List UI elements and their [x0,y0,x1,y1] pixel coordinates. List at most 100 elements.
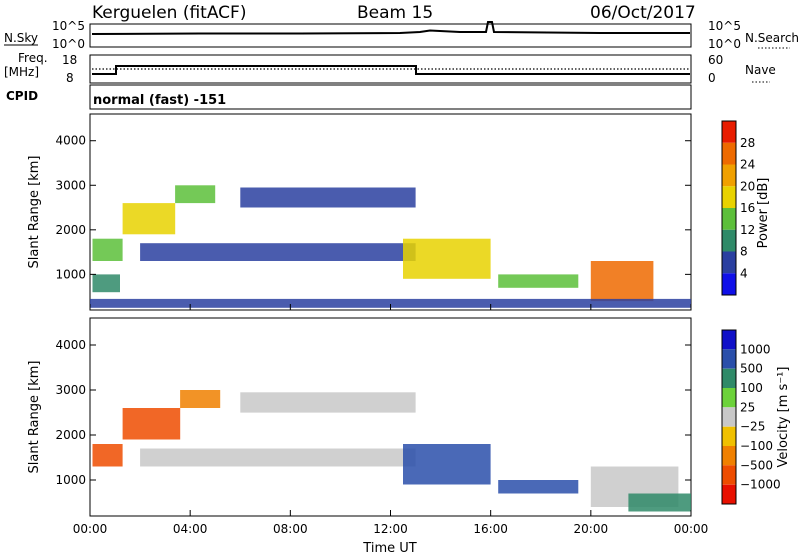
time-axis-label: Time UT [362,541,416,554]
power-colorbar: Power [dB] 28 24 20 16 12 8 4 [721,120,771,296]
velocity-colorbar: Velocity [m s⁻¹] 1000 500 100 25 −25 −100 −500… [721,329,791,505]
date-title: 06/Oct/2017 [590,3,696,23]
nave-tick-top: 60 [708,53,723,67]
noise-left-tick-bottom: 10^0 [52,37,85,51]
velocity-colorbar-tick: −1000 [740,478,781,492]
power-scatter-region [92,238,123,261]
power-colorbar-frame [721,120,737,296]
cpid-text: normal (fast) -151 [93,93,226,108]
power-ytick-label: 3000 [55,178,86,192]
power-scatter-region [403,238,491,279]
velocity-colorbar-tick: 500 [740,362,763,376]
power-colorbar-swatch [722,121,736,143]
nave-label: Nave [745,63,776,77]
freq-strip: Freq. [MHz] 18 8 60 0 Nave [4,51,776,85]
velocity-colorbar-tick: −100 [740,439,773,453]
nave-tick-bottom: 0 [708,71,716,85]
velocity-panel: 1000 2000 3000 4000 00:00 04:00 08:00 12:00 16:… [27,317,709,554]
power-colorbar-swatch [722,186,736,209]
noise-strip-frame [89,23,692,48]
power-ytick-label: 4000 [55,134,86,148]
power-colorbar-tick: 16 [740,201,755,215]
velocity-ytick-label: 4000 [55,338,86,352]
power-colorbar-label: Power [dB] [756,178,771,249]
velocity-xtick-label: 00:00 [73,522,108,536]
velocity-xtick-label: 00:00 [674,522,709,536]
freq-trace [92,65,690,75]
velocity-xtick-label: 20:00 [574,522,609,536]
power-data [90,185,691,308]
velocity-xtick-label: 16:00 [473,522,508,536]
power-x-axis [89,304,692,310]
velocity-scatter-region [498,480,579,494]
power-colorbar-swatch [722,229,736,252]
power-ytick-label: 2000 [55,223,86,237]
freq-label-line1: Freq. [18,51,48,65]
power-colorbar-tick: 4 [740,266,748,280]
power-scatter-region [175,185,216,204]
power-ytick-label: 1000 [55,267,86,281]
power-colorbar-swatch [722,164,736,187]
power-colorbar-swatch [722,273,736,296]
velocity-scatter-region [140,448,416,467]
velocity-y-axis: 1000 2000 3000 4000 [55,338,691,487]
noise-left-label: N.Sky [4,31,38,45]
velocity-ylabel: Slant Range [km] [27,361,42,474]
power-scatter-region [590,261,654,302]
velocity-scatter-region [240,392,416,413]
velocity-colorbar-swatch [722,388,736,408]
velocity-colorbar-swatch [722,426,736,446]
power-colorbar-tick: 28 [740,136,755,150]
power-colorbar-tick: 8 [740,245,748,259]
noise-right-label: N.Search [745,31,799,45]
velocity-colorbar-tick: −25 [740,420,765,434]
power-scatter-region [92,274,120,293]
cpid-strip: CPID normal (fast) -151 [6,84,692,110]
freq-tick-top: 18 [62,53,77,67]
velocity-colorbar-tick: 100 [740,381,763,395]
velocity-xtick-label: 12:00 [373,522,408,536]
power-colorbar-tick: 20 [740,179,755,193]
velocity-colorbar-swatch [722,368,736,388]
noise-left-tick-top: 10^5 [52,19,85,33]
velocity-colorbar-tick: 1000 [740,342,771,356]
velocity-ytick-label: 3000 [55,383,86,397]
velocity-scatter-region [403,444,491,485]
freq-tick-bottom: 8 [66,71,74,85]
velocity-colorbar-swatch [722,465,736,485]
velocity-colorbar-tick: 25 [740,400,755,414]
velocity-colorbar-frame [721,329,737,505]
velocity-scatter-region [92,444,123,467]
velocity-ytick-label: 1000 [55,473,86,487]
velocity-scatter-region [628,493,691,512]
velocity-x-axis: 00:00 04:00 08:00 12:00 16:00 20:00 00:00 [73,510,709,536]
velocity-colorbar-swatch [722,330,736,350]
velocity-colorbar-swatch [722,484,736,504]
noise-sky-trace [91,21,690,35]
power-scatter-region [498,274,579,288]
station-title: Kerguelen (fitACF) [92,3,246,23]
velocity-colorbar-swatch [722,349,736,369]
power-colorbar-swatch [722,208,736,230]
power-colorbar-swatch [722,142,736,165]
cpid-strip-frame [89,84,692,110]
power-y-axis: 1000 2000 3000 4000 [55,134,691,281]
power-scatter-region [90,298,691,308]
freq-label-line2: [MHz] [4,65,39,79]
velocity-xtick-label: 08:00 [273,522,308,536]
velocity-colorbar-label: Velocity [m s⁻¹] [776,367,791,468]
power-colorbar-swatch [722,251,736,274]
velocity-ytick-label: 2000 [55,428,86,442]
freq-strip-frame [89,54,692,84]
power-scatter-region [122,203,176,235]
power-panel: 1000 2000 3000 4000 Slant Range [km] [27,113,692,311]
velocity-xtick-label: 04:00 [173,522,208,536]
noise-right-tick-top: 10^5 [708,19,741,33]
power-scatter-region [240,187,416,208]
noise-right-tick-bottom: 10^0 [708,37,741,51]
velocity-colorbar-tick: −500 [740,458,773,472]
velocity-scatter-region [180,390,221,408]
velocity-scatter-region [122,408,181,440]
beam-title: Beam 15 [357,3,433,23]
